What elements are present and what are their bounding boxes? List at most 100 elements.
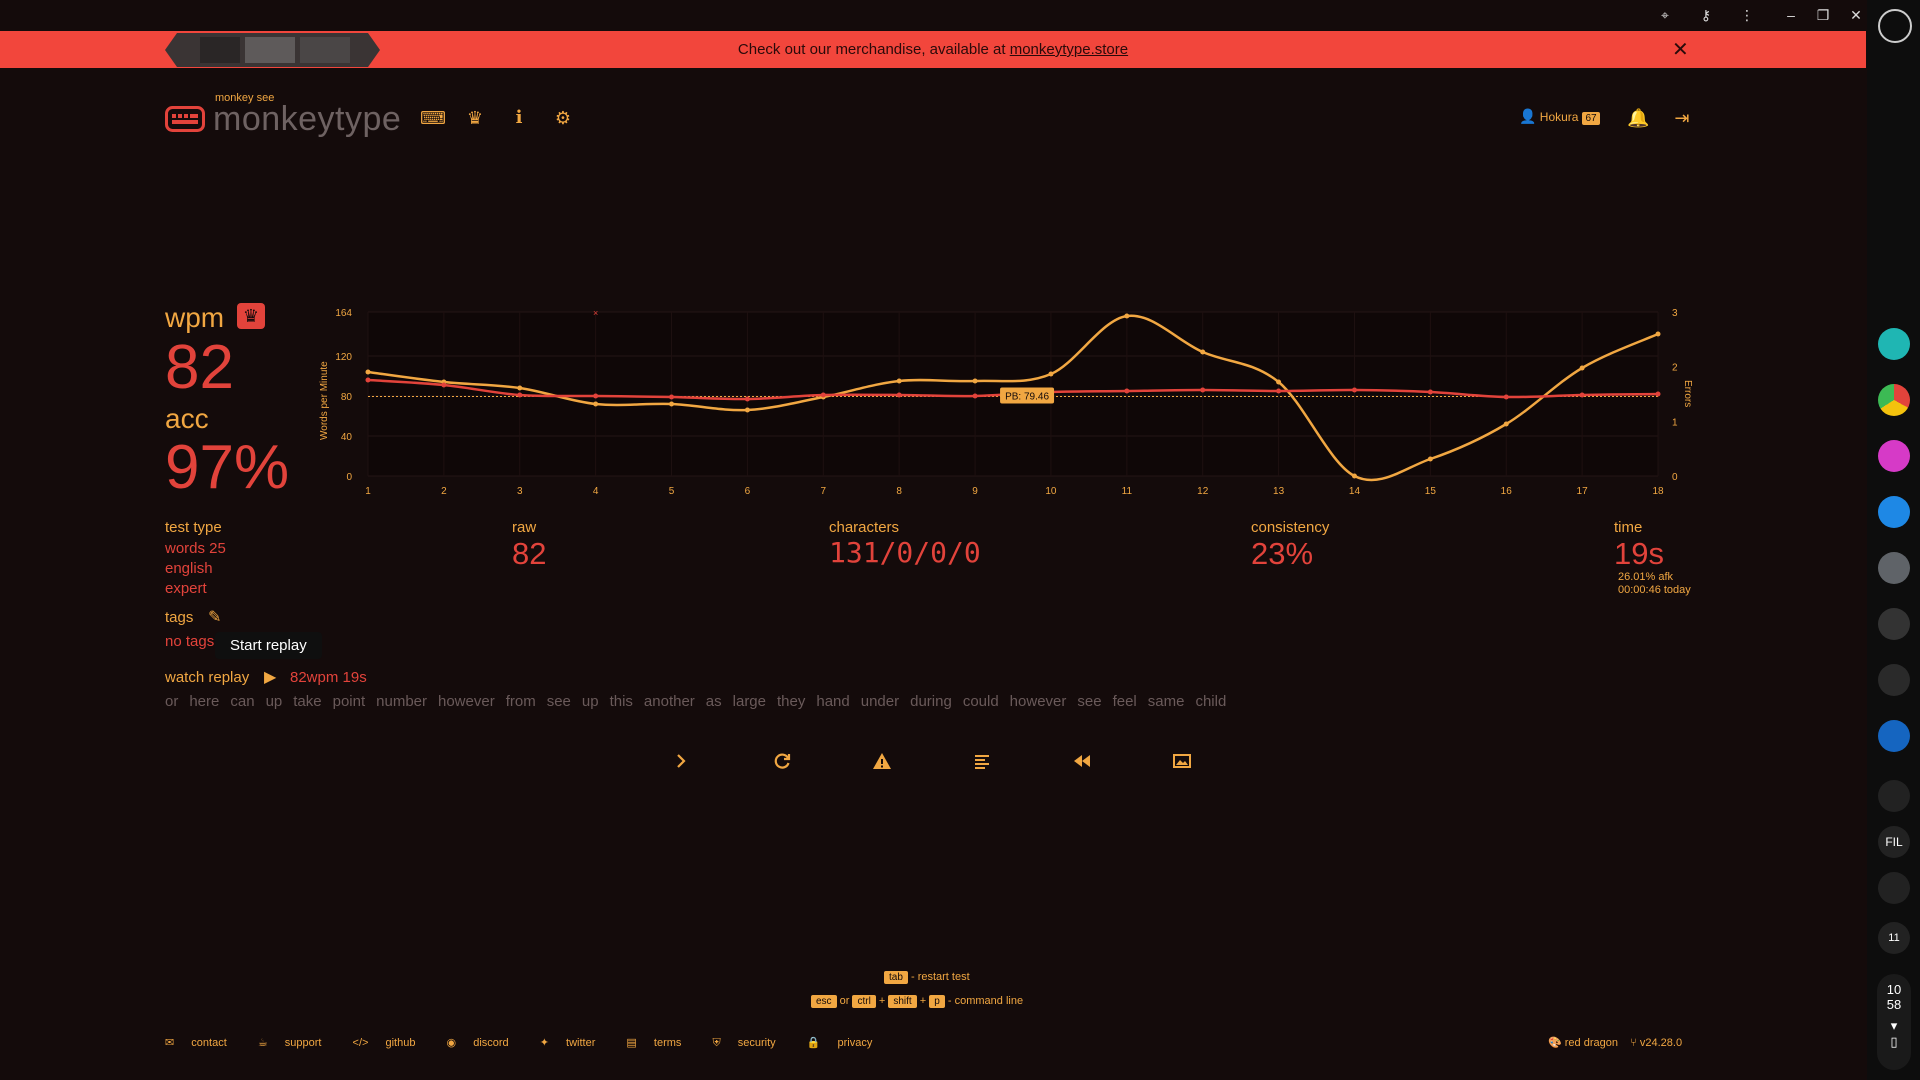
banner-close-button[interactable]: ✕	[1672, 39, 1689, 61]
data-point-wpm	[1276, 388, 1282, 394]
logo-subtitle: monkey see	[215, 92, 275, 104]
footer-link-label: support	[284, 1037, 322, 1049]
y2-tick-label: 0	[1672, 472, 1678, 483]
footer-link-discord[interactable]: ◉ discord	[447, 1037, 523, 1049]
footer-link-support[interactable]: ☕ support	[258, 1037, 336, 1049]
key-ctrl: ctrl	[852, 995, 876, 1008]
time-value: 19s	[1614, 536, 1664, 571]
raw-value: 82	[512, 536, 547, 571]
data-point-raw	[1200, 349, 1206, 355]
account-button[interactable]: 👤 Hokura 67	[1519, 108, 1600, 125]
app-icon-fil[interactable]: FIL	[1878, 826, 1910, 858]
edit-tags-icon[interactable]: ✎	[208, 609, 222, 626]
test-type-label: test type	[165, 519, 222, 536]
gear-icon[interactable]: ⚙	[554, 108, 572, 128]
app-icon-pink[interactable]	[1878, 440, 1910, 472]
close-window-icon[interactable]: ✕	[1850, 7, 1862, 23]
characters-value: 131/0/0/0	[829, 536, 981, 569]
replay-word: or	[165, 693, 179, 710]
footer-link-security[interactable]: ⛨ security	[712, 1037, 789, 1049]
x-tick-label: 14	[1349, 486, 1361, 497]
logout-icon[interactable]: ⇥	[1674, 108, 1690, 128]
merch-link[interactable]: monkeytype.store	[1009, 41, 1129, 58]
data-point-raw	[1655, 331, 1661, 337]
data-point-raw	[1048, 371, 1054, 377]
align-left-icon	[975, 755, 989, 769]
more-icon[interactable]: ⋮	[1740, 7, 1754, 23]
replay-word: up	[265, 693, 283, 710]
repeat-test-button[interactable]	[771, 750, 793, 772]
data-point-wpm	[669, 394, 675, 400]
x-tick-label: 18	[1652, 486, 1664, 497]
x-tick-label: 5	[669, 486, 675, 497]
app-icon-copy[interactable]	[1878, 780, 1910, 812]
replay-word: large	[732, 693, 766, 710]
hint-command-line: esc or ctrl + shift + p - command line	[811, 995, 1024, 1008]
acc-value: 97%	[165, 433, 290, 502]
app-icon-chart[interactable]	[1878, 664, 1910, 696]
consistency-value: 23%	[1251, 536, 1314, 571]
files-icon[interactable]	[1878, 496, 1910, 528]
replay-word: child	[1195, 693, 1227, 710]
app-icon-playlist[interactable]	[1878, 872, 1910, 904]
data-point-raw	[1579, 365, 1585, 371]
location-icon[interactable]: ⌖	[1661, 7, 1669, 23]
chrome-icon[interactable]	[1878, 384, 1910, 416]
practice-words-button[interactable]	[871, 750, 893, 772]
x-tick-label: 11	[1122, 486, 1133, 497]
footer-link-twitter[interactable]: ✦ twitter	[540, 1037, 610, 1049]
test-mode: words 25	[165, 540, 226, 557]
bell-icon[interactable]: 🔔	[1627, 108, 1650, 128]
data-point-wpm	[1427, 389, 1433, 395]
footer-link-privacy[interactable]: 🔒 privacy	[807, 1037, 887, 1049]
hint-cmd-text: - command line	[947, 995, 1024, 1007]
footer-link-github[interactable]: </> github	[353, 1037, 430, 1049]
play-replay-icon[interactable]: ▶	[264, 669, 277, 686]
replay-word: can	[230, 693, 255, 710]
branch-icon: ⑂	[1630, 1037, 1637, 1049]
consistency-label: consistency	[1251, 519, 1330, 536]
launcher-icon[interactable]	[1878, 9, 1912, 43]
y-tick-label: 0	[346, 472, 352, 483]
clock-hours: 10	[1886, 982, 1902, 997]
footer-link-terms[interactable]: ▤ terms	[626, 1037, 695, 1049]
footer-link-contact[interactable]: ✉ contact	[165, 1037, 241, 1049]
footer-right: 🎨 red dragon ⑂ v24.28.0	[1548, 1036, 1682, 1049]
keyboard-icon[interactable]: ⌨	[420, 108, 446, 128]
status-tray[interactable]: 10 58 ▾ ▯	[1877, 974, 1911, 1070]
restore-icon[interactable]: ❐	[1816, 7, 1830, 23]
data-point-wpm	[1655, 391, 1661, 397]
app-icon-messages[interactable]	[1878, 328, 1910, 360]
next-test-button[interactable]	[670, 750, 692, 772]
version-button[interactable]: ⑂ v24.28.0	[1630, 1037, 1682, 1049]
username: Hokura	[1539, 110, 1579, 124]
y-axis-label: Words per Minute	[319, 361, 330, 440]
test-language: english	[165, 560, 213, 577]
x-tick-label: 16	[1501, 486, 1513, 497]
clock-minutes: 58	[1886, 997, 1902, 1012]
toggle-words-history-button[interactable]	[971, 750, 993, 772]
replay-word: same	[1147, 693, 1185, 710]
characters-label: characters	[829, 519, 900, 536]
logo-text: monkeytype	[213, 100, 402, 138]
app-icon-lab[interactable]	[1878, 720, 1910, 752]
minimize-icon[interactable]: –	[1787, 7, 1795, 23]
theme-button[interactable]: 🎨 red dragon	[1548, 1037, 1618, 1049]
hint-restart-text: - restart test	[910, 971, 970, 983]
battery-icon: ▯	[1890, 1034, 1898, 1049]
settings-app-icon[interactable]	[1878, 552, 1910, 584]
data-point-wpm	[896, 392, 902, 398]
monkeytype-app-icon[interactable]	[1878, 608, 1910, 640]
key-icon[interactable]: ⚷	[1700, 7, 1712, 23]
monkeytype-logo-icon	[165, 106, 205, 132]
save-screenshot-button[interactable]	[1171, 750, 1193, 772]
x-tick-label: 17	[1577, 486, 1589, 497]
replay-word: however	[1009, 693, 1067, 710]
chevron-right-icon	[677, 754, 686, 768]
watch-replay-button[interactable]	[1071, 750, 1093, 772]
info-icon[interactable]: i	[515, 107, 523, 128]
data-point-raw	[1124, 313, 1130, 319]
crown-icon[interactable]: ♛	[466, 108, 484, 128]
calendar-icon[interactable]: 11	[1878, 922, 1910, 954]
data-point-wpm	[593, 393, 599, 399]
